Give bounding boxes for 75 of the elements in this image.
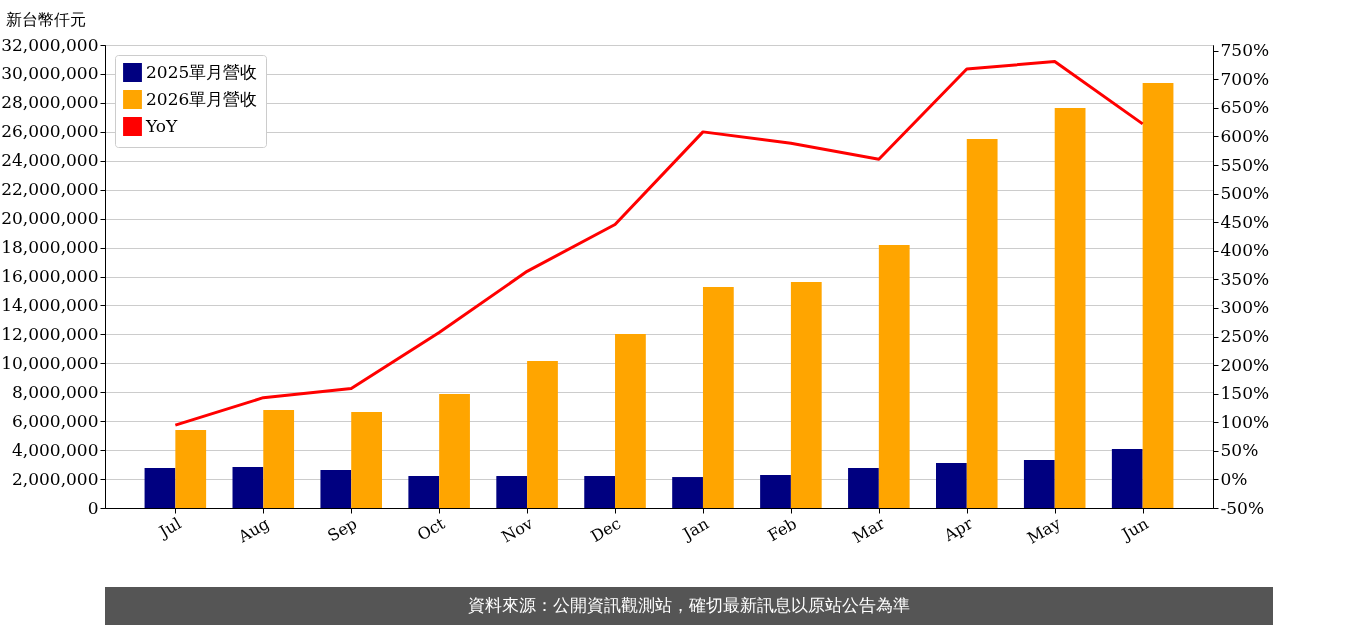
bar xyxy=(790,282,822,508)
bar xyxy=(615,334,646,508)
y2-tick-label: 300% xyxy=(1220,297,1270,318)
x-tick-label: Feb xyxy=(764,513,800,546)
x-tick-label: Sep xyxy=(324,513,361,546)
bar xyxy=(878,244,910,508)
y-tick-label: 32,000,000 xyxy=(1,34,99,55)
y-tick-label: 4,000,000 xyxy=(11,439,99,460)
x-tick-label: Nov xyxy=(498,513,537,547)
y-tick-label: 26,000,000 xyxy=(1,121,99,142)
y-tick-label: 18,000,000 xyxy=(1,237,99,258)
bar xyxy=(1023,459,1055,508)
y-tick-label: 24,000,000 xyxy=(1,150,99,171)
bar xyxy=(263,410,295,508)
legend-label: 2025單月營收 xyxy=(146,61,258,82)
bar xyxy=(351,412,382,508)
y-tick-label: 12,000,000 xyxy=(1,323,99,344)
bar xyxy=(672,477,703,508)
bar xyxy=(175,430,207,508)
bar xyxy=(1142,83,1174,508)
y2-tick-label: 600% xyxy=(1220,125,1270,146)
y2-tick-label: 0% xyxy=(1220,468,1248,489)
x-tick-label: Oct xyxy=(413,513,449,545)
y-tick-label: 10,000,000 xyxy=(1,352,99,373)
bar xyxy=(496,476,528,508)
bar xyxy=(1054,108,1086,508)
bar xyxy=(936,463,967,508)
y-tick-label: 2,000,000 xyxy=(11,468,99,489)
x-tick-label: May xyxy=(1023,513,1064,548)
y2-tick-label: 500% xyxy=(1220,183,1270,204)
y-tick-label: 6,000,000 xyxy=(11,410,99,431)
bar xyxy=(966,139,998,508)
x-tick-label: Aug xyxy=(234,513,273,547)
y2-tick-label: 700% xyxy=(1220,68,1270,89)
x-tick-label: Jul xyxy=(154,513,185,543)
y2-tick-label: 50% xyxy=(1220,440,1259,461)
bar xyxy=(320,469,352,508)
y-tick-label: 20,000,000 xyxy=(1,208,99,229)
x-tick-label: Mar xyxy=(849,513,889,548)
x-tick-label: Dec xyxy=(587,513,625,546)
legend-label: 2026單月營收 xyxy=(146,88,258,109)
y-axis-title: 新台幣仟元 xyxy=(5,9,86,29)
x-tick-label: Jun xyxy=(1117,513,1152,545)
y-tick-label: 22,000,000 xyxy=(1,179,99,200)
y2-tick-label: 650% xyxy=(1220,97,1270,118)
bar xyxy=(408,476,440,508)
source-note: 資料來源：公開資訊觀測站，確切最新訊息以原站公告為準 xyxy=(468,595,910,615)
bar xyxy=(439,393,470,508)
y2-tick-label: 450% xyxy=(1220,211,1270,232)
y2-tick-label: 550% xyxy=(1220,154,1270,175)
y-tick-label: 0 xyxy=(87,497,99,518)
legend-label: YoY xyxy=(145,115,178,136)
y2-tick-label: 100% xyxy=(1220,411,1270,432)
bar xyxy=(848,468,879,508)
y-tick-label: 8,000,000 xyxy=(11,381,99,402)
y2-tick-label: -50% xyxy=(1220,497,1265,518)
bar xyxy=(527,361,558,508)
y2-tick-label: 250% xyxy=(1220,326,1270,347)
bar xyxy=(760,475,791,508)
y-tick-label: 14,000,000 xyxy=(1,294,99,315)
y2-tick-label: 400% xyxy=(1220,240,1270,261)
x-tick-label: Apr xyxy=(939,513,977,546)
bar xyxy=(144,468,176,508)
x-tick-label: Jan xyxy=(677,513,712,545)
bar xyxy=(232,467,264,508)
y2-tick-label: 200% xyxy=(1220,354,1270,375)
y-tick-label: 30,000,000 xyxy=(1,63,99,84)
y2-tick-label: 350% xyxy=(1220,268,1270,289)
bar xyxy=(584,476,616,508)
y2-tick-label: 750% xyxy=(1220,40,1270,61)
bar xyxy=(1111,448,1143,508)
y-tick-label: 28,000,000 xyxy=(1,92,99,113)
y2-tick-label: 150% xyxy=(1220,383,1270,404)
bar xyxy=(702,287,734,508)
y-tick-label: 16,000,000 xyxy=(1,266,99,286)
